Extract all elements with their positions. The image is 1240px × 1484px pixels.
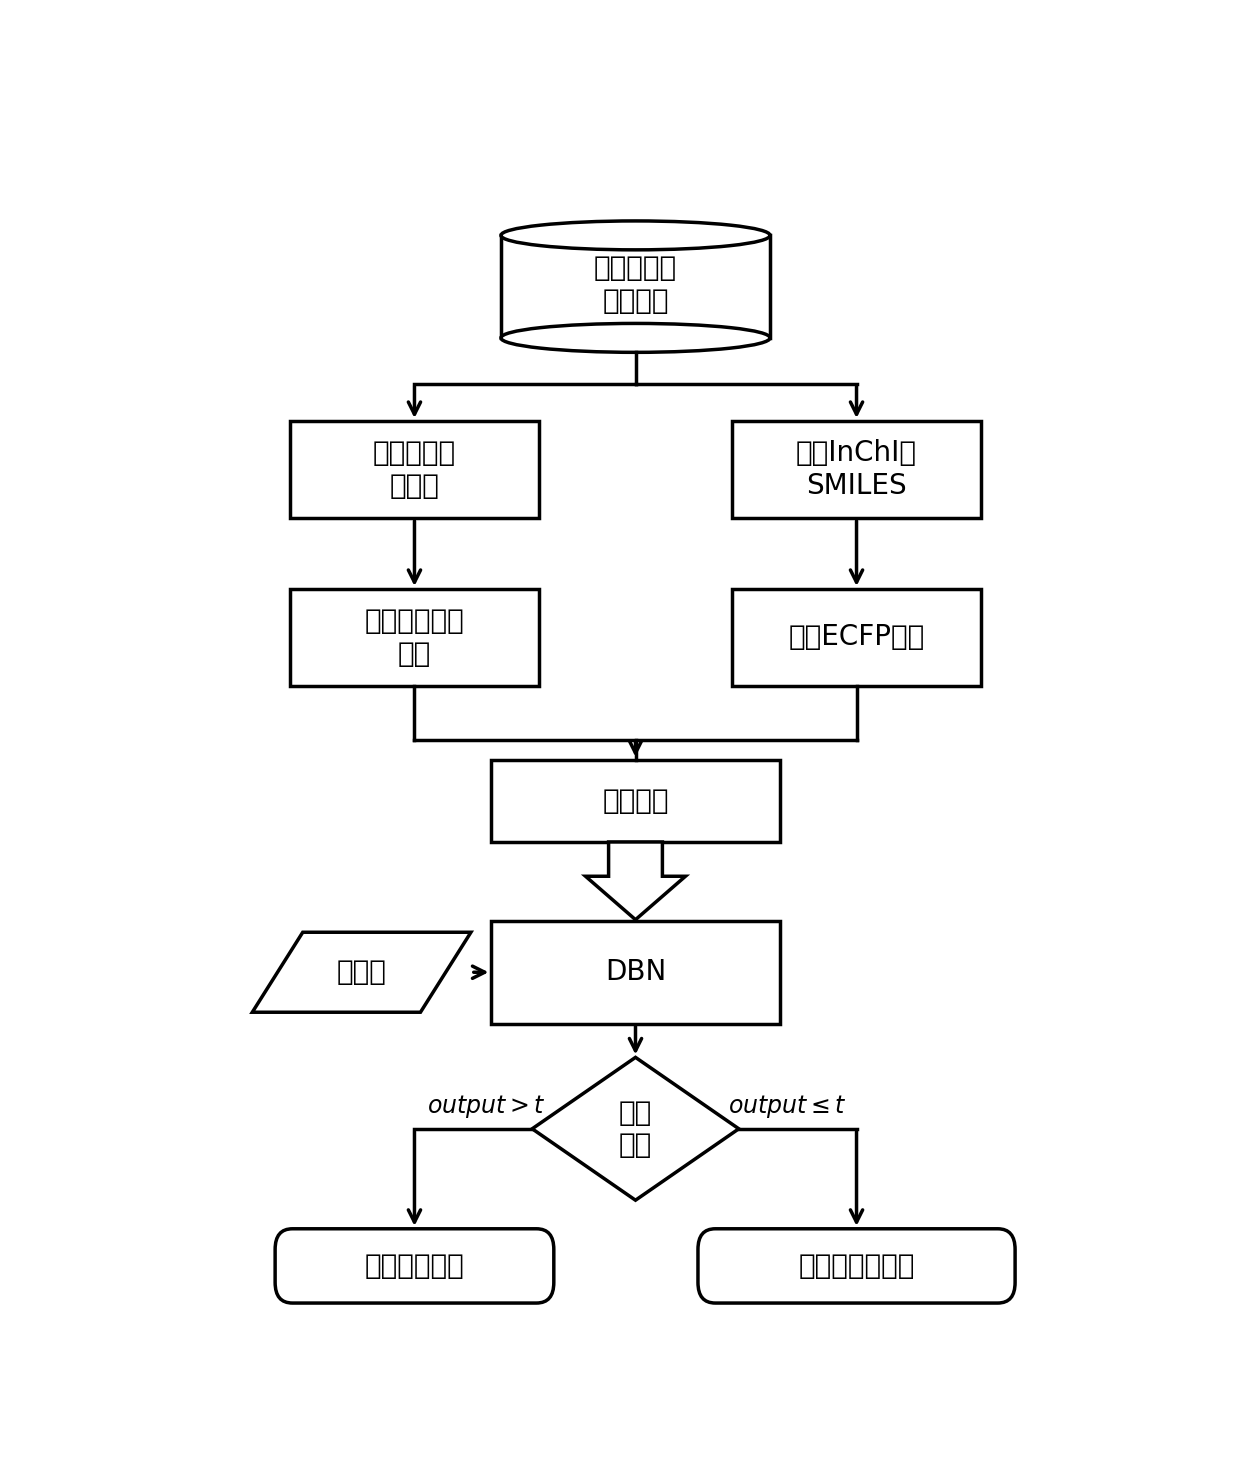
Bar <box>290 421 539 518</box>
Text: 特征拼接: 特征拼接 <box>603 787 668 815</box>
Text: 三肽结构特征
提取: 三肽结构特征 提取 <box>365 607 464 668</box>
Polygon shape <box>252 932 471 1012</box>
Bar <box>491 760 780 841</box>
Bar <box>491 920 780 1024</box>
Text: 不存在相互作用: 不存在相互作用 <box>799 1252 915 1279</box>
Text: $output > t$: $output > t$ <box>427 1092 546 1119</box>
Bar <box>732 421 982 518</box>
Text: 药物InChI或
SMILES: 药物InChI或 SMILES <box>796 439 918 500</box>
Text: 关联
预测: 关联 预测 <box>619 1098 652 1159</box>
Text: 蛋白质氨基
酸序列: 蛋白质氨基 酸序列 <box>373 439 456 500</box>
Text: 存在相互作用: 存在相互作用 <box>365 1252 464 1279</box>
FancyBboxPatch shape <box>275 1229 554 1303</box>
Ellipse shape <box>501 324 770 352</box>
Polygon shape <box>585 841 686 920</box>
Text: 药物、蛋白
质数据库: 药物、蛋白 质数据库 <box>594 254 677 315</box>
FancyBboxPatch shape <box>698 1229 1016 1303</box>
Bar <box>290 589 539 686</box>
Text: $output \leq t$: $output \leq t$ <box>728 1092 847 1119</box>
Text: 训练集: 训练集 <box>337 959 387 987</box>
Bar <box>501 236 770 338</box>
Ellipse shape <box>501 221 770 249</box>
Bar <box>732 589 982 686</box>
Polygon shape <box>532 1058 739 1201</box>
Text: 药物ECFP提取: 药物ECFP提取 <box>789 623 925 651</box>
Text: DBN: DBN <box>605 959 666 987</box>
